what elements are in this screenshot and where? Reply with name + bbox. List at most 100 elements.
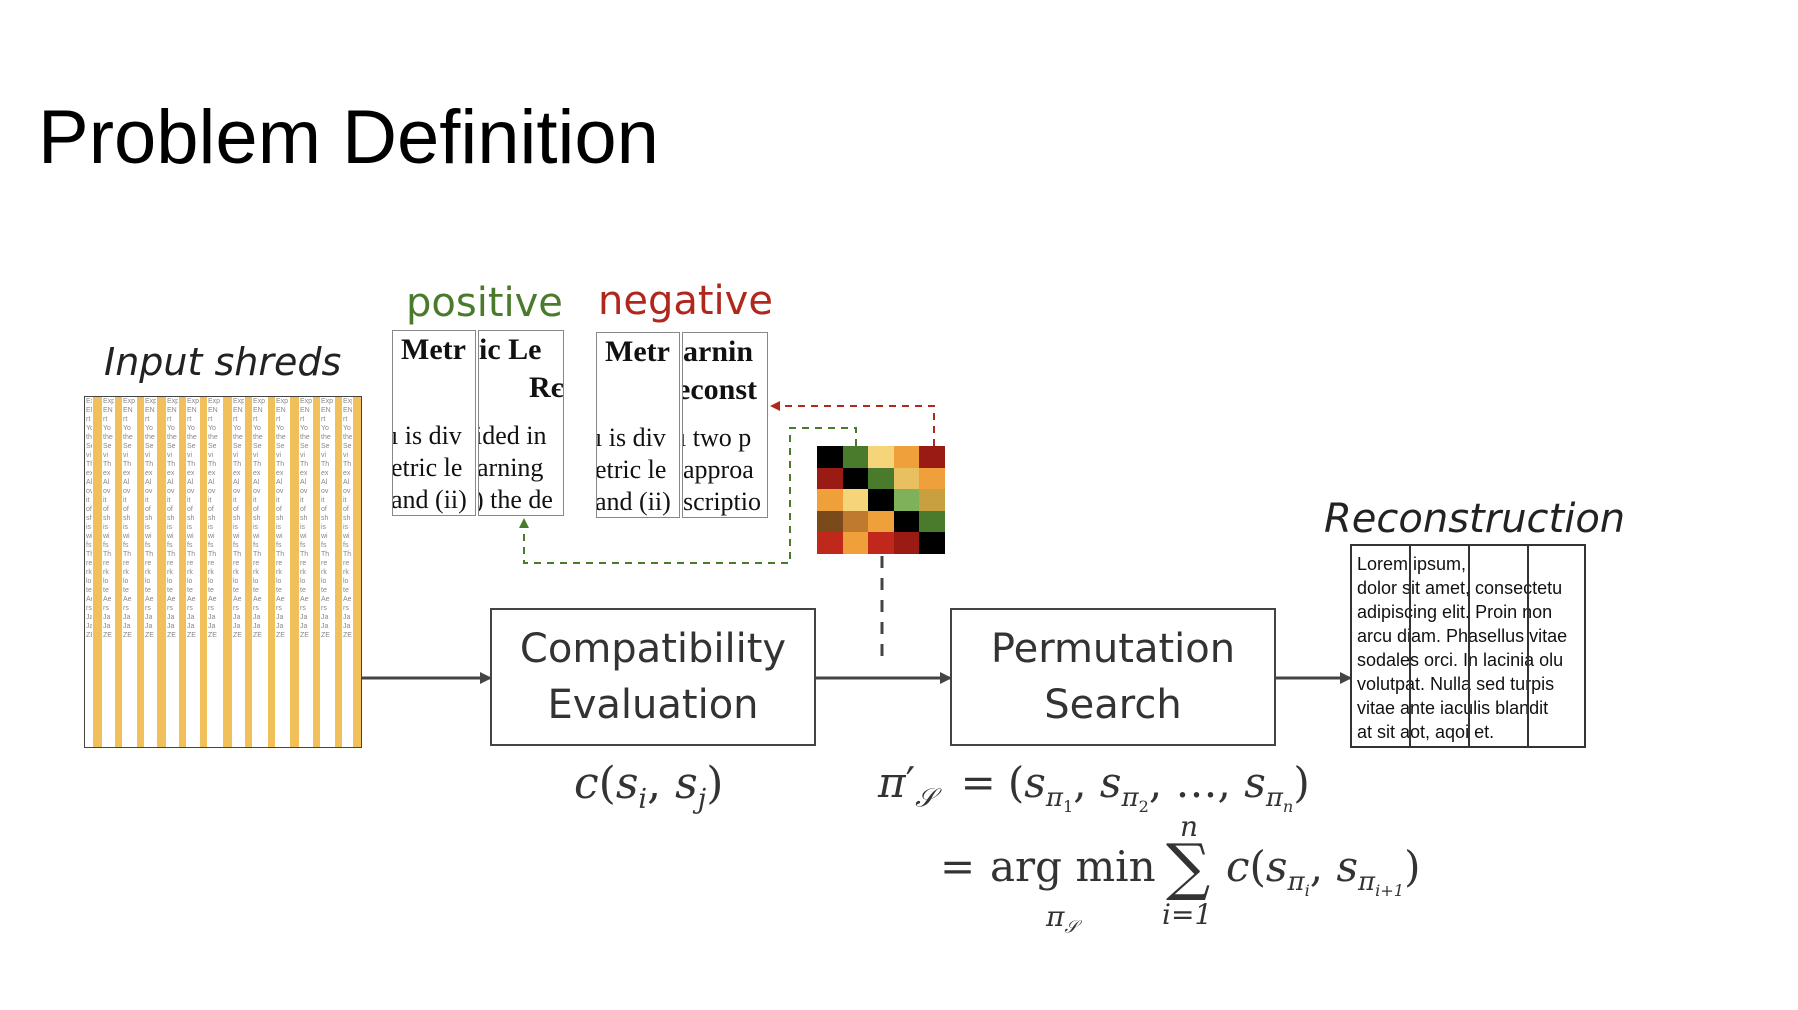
- piece-text: etric le: [392, 453, 463, 482]
- formula-part: s: [1024, 758, 1046, 807]
- formula-part: π: [1287, 867, 1305, 898]
- matrix-cell: [868, 510, 895, 533]
- formula-part: i+1: [1375, 881, 1405, 901]
- formula-part: π: [1045, 783, 1063, 814]
- formula-part: 1: [1062, 797, 1074, 817]
- shred-divider: [1409, 546, 1411, 746]
- formula-part: ): [706, 758, 724, 809]
- piece-text: ic Le: [479, 333, 542, 366]
- formula-part: (: [1007, 758, 1025, 807]
- formula-part: π: [878, 758, 906, 807]
- formula-part: s: [1336, 842, 1359, 891]
- reconstruction-image: Lorem ipsum, dolor sit amet, consectetu …: [1350, 544, 1586, 748]
- perm-line-2: Search: [1044, 682, 1182, 728]
- formula-part: π: [1046, 900, 1065, 933]
- formula-part: ,: [1309, 842, 1337, 891]
- matrix-cell: [817, 446, 844, 469]
- formula-part: ,: [1217, 758, 1245, 807]
- formula-part: i: [638, 783, 648, 815]
- piece-text: etric le: [596, 455, 667, 484]
- shred-edge: [313, 397, 320, 747]
- sum-lower-limit: i=1: [1162, 898, 1212, 931]
- negative-pair-left-piece: Metr ı is div etric le and (ii): [596, 332, 680, 518]
- shred-text: Exp EN rt Yo the Se vi Th ex Al ov it of…: [86, 398, 92, 639]
- shred-text: Exp EN rt Yo the Se vi Th ex Al ov it of…: [253, 398, 266, 639]
- matrix-cell: [868, 446, 895, 469]
- negative-pair-right-piece: arnin econst ı two p approa scriptio: [682, 332, 768, 518]
- formula-part: ,: [1073, 758, 1100, 807]
- sum-upper-limit: n: [1180, 810, 1198, 843]
- shred-edge: [290, 397, 299, 747]
- shred-text: Exp EN rt Yo the Se vi Th ex Al ov it of…: [276, 398, 289, 639]
- matrix-cell: [868, 489, 895, 512]
- matrix-cell: [893, 489, 920, 512]
- matrix-cell: [893, 446, 920, 469]
- compatibility-evaluation-box: Compatibility Evaluation: [490, 608, 816, 746]
- shred-text: Exp EN rt Yo the Se vi Th ex Al ov it of…: [321, 398, 334, 639]
- formula-part: =: [960, 758, 996, 807]
- formula-part: …: [1175, 758, 1218, 807]
- shred-edge: [157, 397, 166, 747]
- matrix-cell: [842, 532, 869, 555]
- permutation-formula-line2: =: [940, 842, 975, 891]
- matrix-cell: [919, 467, 946, 490]
- formula-part: ,: [647, 758, 676, 809]
- piece-text: ı is div: [596, 423, 666, 452]
- piece-text: Metr: [605, 335, 670, 368]
- shred-edge: [245, 397, 252, 747]
- shred-text: Exp EN rt Yo the Se vi Th ex Al ov it of…: [187, 398, 199, 639]
- matrix-cell: [817, 510, 844, 533]
- positive-pair-left-piece: Metr ı is div etric le and (ii): [392, 330, 476, 516]
- negative-link: [770, 401, 935, 446]
- formula-part: ): [1293, 758, 1310, 807]
- formula-part: n: [1282, 797, 1294, 817]
- matrix-cell: [868, 467, 895, 490]
- shred-edge: [137, 397, 144, 747]
- formula-part: π: [1265, 783, 1283, 814]
- shred-edge: [268, 397, 275, 747]
- shred-text: Exp EN rt Yo the Se vi Th ex Al ov it of…: [145, 398, 156, 639]
- formula-part: =: [940, 842, 976, 891]
- compat-line-1: Compatibility: [519, 626, 787, 672]
- argmin-operator: arg min: [990, 842, 1156, 891]
- piece-text: Rє: [529, 371, 564, 404]
- piece-text: ı is div: [392, 421, 462, 450]
- formula-part: (: [598, 758, 616, 809]
- piece-text: arnin: [683, 335, 754, 368]
- perm-line-1: Permutation: [990, 626, 1236, 672]
- shred-text: Exp EN rt Yo the Se vi Th ex Al ov it of…: [103, 398, 114, 639]
- piece-text: approa: [683, 455, 754, 484]
- formula-part: c: [574, 758, 599, 809]
- shred-edge: [200, 397, 207, 747]
- formula-part: s: [1244, 758, 1266, 807]
- compatibility-matrix: [817, 446, 946, 555]
- shred-text: Exp EN rt Yo the Se vi Th ex Al ov it of…: [123, 398, 136, 639]
- shred-text: Exp EN rt Yo the Se vi Th ex Al ov it of…: [300, 398, 312, 639]
- permutation-search-box: Permutation Search: [950, 608, 1276, 746]
- piece-text: and (ii): [392, 485, 467, 514]
- shred-edge: [353, 397, 361, 747]
- piece-text: econst: [682, 373, 757, 406]
- negative-label: negative: [598, 278, 773, 324]
- matrix-cell: [919, 532, 946, 555]
- formula-part: s: [1265, 842, 1288, 891]
- formula-part: 𝒮: [1064, 917, 1078, 938]
- shred-edge: [179, 397, 186, 747]
- shred-text: Exp EN rt Yo the Se vi Th ex Al ov it of…: [167, 398, 178, 639]
- matrix-cell: [842, 510, 869, 533]
- matrix-cell: [817, 532, 844, 555]
- piece-text: and (ii): [596, 487, 671, 516]
- positive-label: positive: [406, 280, 563, 326]
- formula-part: ∑: [1166, 830, 1211, 903]
- formula-part: (: [1249, 842, 1266, 891]
- sum-symbol: ∑: [1166, 830, 1210, 903]
- matrix-cell: [817, 467, 844, 490]
- shred-edge: [93, 397, 102, 747]
- piece-text: ided in: [478, 421, 547, 450]
- formula-part: s: [675, 758, 698, 809]
- formula-part: s: [1099, 758, 1122, 807]
- matrix-cell: [919, 510, 946, 533]
- formula-part: ′: [905, 758, 916, 807]
- matrix-cell: [919, 446, 946, 469]
